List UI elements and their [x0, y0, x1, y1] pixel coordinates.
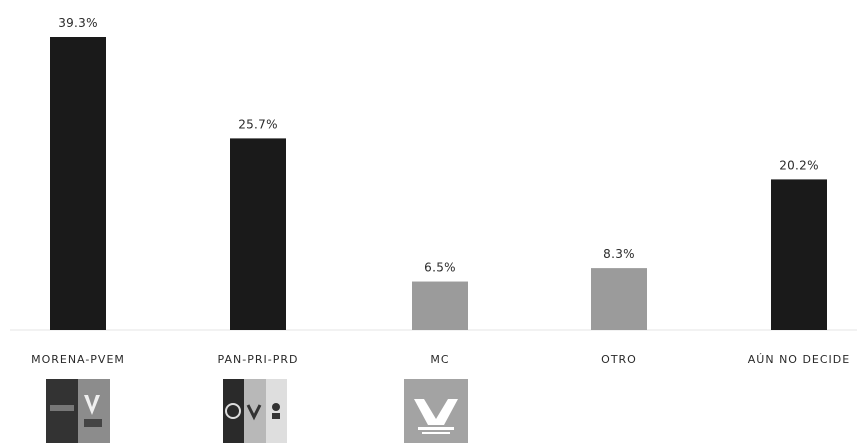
category-label-5: AÚN NO DECIDE — [748, 353, 850, 366]
category-labels-group: MORENA-PVEM PAN-PRI-PRD MC OTRO AÚN NO DECID… — [31, 353, 850, 366]
value-label-1: 39.3% — [58, 16, 98, 30]
category-label-3: MC — [430, 353, 449, 366]
category-label-2: PAN-PRI-PRD — [218, 353, 299, 366]
value-label-4: 8.3% — [603, 247, 635, 261]
bar-3 — [412, 281, 468, 330]
category-label-4: OTRO — [601, 353, 637, 366]
pan-pri-prd-logo-icon — [223, 379, 287, 443]
bars-group — [50, 37, 827, 330]
value-label-5: 20.2% — [779, 158, 819, 172]
mc-logo-icon — [404, 379, 468, 443]
value-labels-group: 39.3% 25.7% 6.5% 8.3% 20.2% — [58, 16, 819, 275]
morena-pvem-logo-icon — [46, 379, 110, 443]
bar-2 — [230, 138, 286, 330]
bar-5 — [771, 179, 827, 330]
value-label-3: 6.5% — [424, 261, 456, 275]
bar-4 — [591, 268, 647, 330]
bar-1 — [50, 37, 106, 330]
value-label-2: 25.7% — [238, 117, 278, 131]
category-label-1: MORENA-PVEM — [31, 353, 125, 366]
